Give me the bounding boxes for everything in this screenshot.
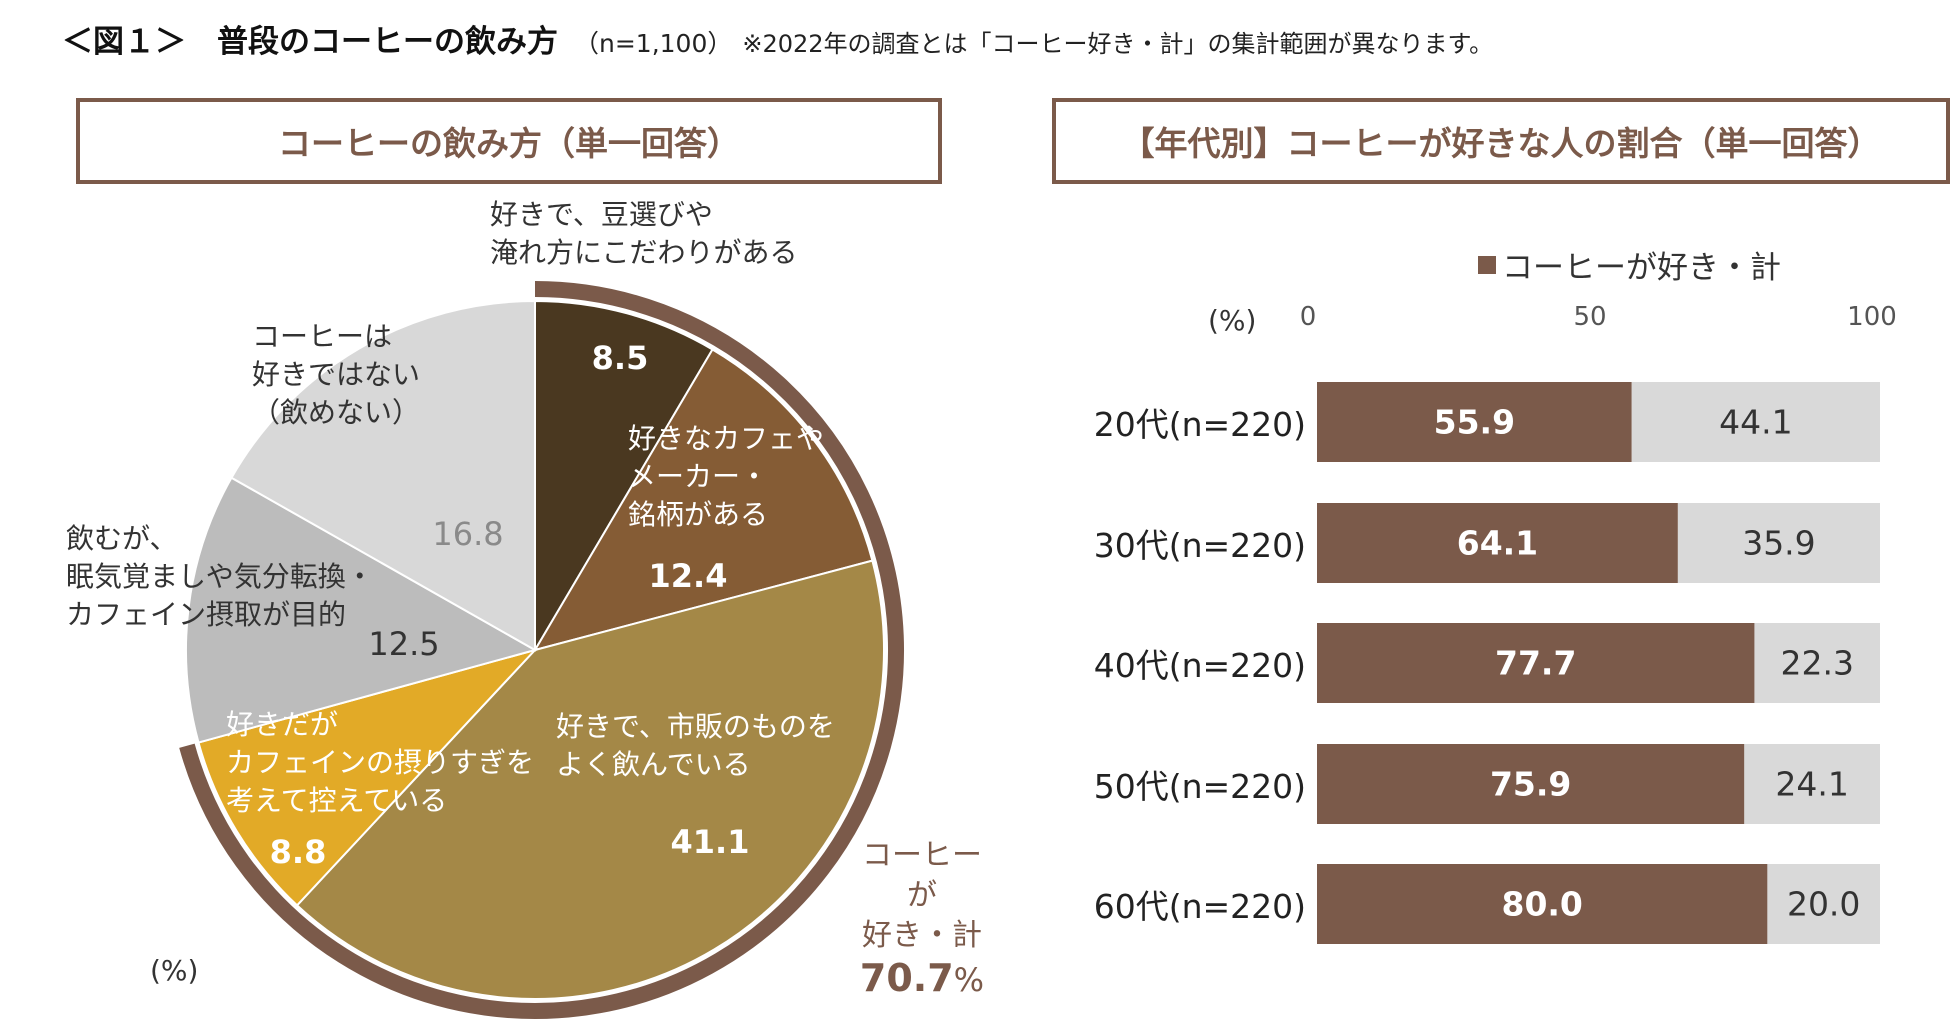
pie-slice-1: [532, 348, 874, 652]
slice-label-caffeine-limit: 好きだが カフェインの摂りすぎを 考えて控えている: [226, 708, 535, 817]
slice-value-dislike: 16.8: [432, 515, 504, 553]
bar-value-like-3: 75.9: [1489, 764, 1572, 804]
total-unit: %: [953, 961, 985, 999]
bar-legend: コーヒーが好き・計: [1478, 242, 1781, 287]
slice-value-purpose: 12.5: [368, 625, 440, 663]
like-total-ring: [179, 281, 904, 1019]
pie-unit-label: (%): [150, 954, 199, 987]
figure-title-row: ＜図１＞ 普段のコーヒーの飲み方 （n=1,100） ※2022年の調査とは「コ…: [62, 16, 1493, 60]
bar-panel-title: 【年代別】コーヒーが好きな人の割合（単一回答）: [1052, 98, 1950, 184]
slice-label-dislike: コーヒーは 好きではない （飲めない）: [252, 320, 421, 429]
figure-sample-size: （n=1,100）: [574, 29, 733, 58]
bar-rest-4: [1767, 864, 1880, 944]
bar-value-like-2: 77.7: [1495, 643, 1577, 683]
total-label: コーヒーが 好き・計: [862, 838, 982, 953]
bar-like-1: [1317, 503, 1678, 583]
category-label-50s: 50代(n=220): [1093, 767, 1306, 806]
bar-value-like-1: 64.1: [1456, 523, 1539, 563]
slice-label-cafe: 好きなカフェや メーカー・ 銘柄がある: [628, 422, 825, 531]
figure-title: ＜図１＞ 普段のコーヒーの飲み方: [62, 24, 558, 60]
pie-slice-5: [230, 299, 536, 652]
bar-value-like-0: 55.9: [1433, 402, 1516, 442]
bar-value-rest-4: 20.0: [1786, 884, 1861, 924]
pie-slice-4: [185, 476, 538, 744]
slice-value-beans: 8.5: [591, 339, 649, 377]
bar-like-2: [1317, 623, 1755, 703]
bar-value-like-4: 80.0: [1501, 884, 1583, 924]
pie-slice-3: [197, 648, 539, 907]
total-callout: コーヒーが 好き・計 70.7%: [852, 836, 992, 1000]
x-tick-50: 50: [1573, 302, 1607, 332]
bar-value-rest-1: 35.9: [1742, 523, 1816, 563]
bar-value-rest-0: 44.1: [1719, 402, 1793, 442]
bar-like-0: [1317, 382, 1632, 462]
slice-value-cafe: 12.4: [648, 557, 728, 595]
bar-like-3: [1317, 744, 1745, 824]
pie-slice-0: [534, 299, 714, 654]
bar-like-4: [1317, 864, 1768, 944]
x-tick-0: 0: [1299, 302, 1317, 332]
legend-label: コーヒーが好き・計: [1502, 250, 1781, 286]
category-label-30s: 30代(n=220): [1093, 526, 1306, 565]
slice-label-purpose: 飲むが、 眠気覚ましや気分転換・ カフェイン摂取が目的: [66, 522, 374, 631]
figure-note: ※2022年の調査とは「コーヒー好き・計」の集計範囲が異なります。: [742, 30, 1494, 58]
legend-swatch: [1478, 255, 1496, 274]
bar-unit-label: (%): [1208, 304, 1257, 337]
pie-slice-2: [295, 559, 885, 1000]
pie-panel-title: コーヒーの飲み方（単一回答）: [76, 98, 942, 184]
slice-label-beans: 好きで、豆選びや 淹れ方にこだわりがある: [490, 198, 798, 269]
slice-value-caffeine-limit: 8.8: [269, 833, 327, 871]
bar-rest-2: [1754, 623, 1880, 703]
category-label-40s: 40代(n=220): [1093, 646, 1306, 685]
category-label-20s: 20代(n=220): [1093, 405, 1306, 444]
bar-rest-1: [1677, 503, 1880, 583]
category-label-60s: 60代(n=220): [1093, 887, 1306, 926]
slice-label-commercial: 好きで、市販のものを よく飲んでいる: [556, 710, 835, 781]
bar-value-rest-2: 22.3: [1780, 643, 1854, 683]
bar-rest-0: [1631, 382, 1880, 462]
x-tick-100: 100: [1847, 302, 1897, 332]
slice-value-commercial: 41.1: [670, 823, 750, 861]
bar-value-rest-3: 24.1: [1775, 764, 1849, 804]
bar-rest-3: [1744, 744, 1880, 824]
total-value: 70.7: [859, 956, 954, 1000]
